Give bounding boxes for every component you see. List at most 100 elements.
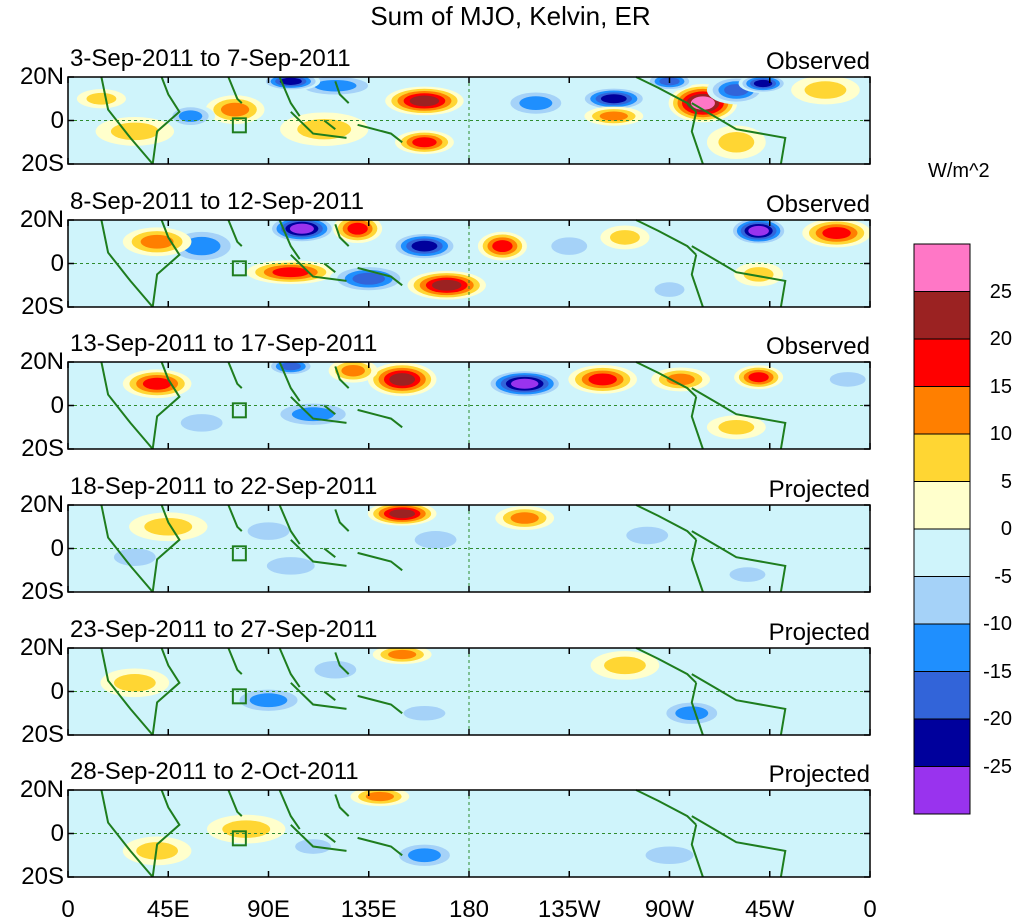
coastline: [691, 530, 787, 593]
coastline: [278, 789, 301, 830]
anomaly-contour: [341, 364, 365, 377]
anomaly-contour: [829, 372, 866, 387]
coastline: [690, 254, 704, 308]
x-tick-label: 45W: [745, 896, 795, 923]
coastline: [690, 111, 704, 165]
anomaly-contour: [297, 118, 352, 140]
anomaly-contour: [492, 240, 513, 253]
y-tick-label: 20N: [19, 348, 64, 375]
anomaly-contour: [266, 557, 315, 575]
anomaly-contour: [510, 378, 539, 389]
y-tick-label: 20S: [21, 578, 64, 605]
coastline: [635, 219, 697, 256]
colorbar-level-text: -10: [983, 613, 1012, 635]
y-tick-label: 20S: [21, 721, 64, 748]
region-box-marker: [231, 117, 247, 134]
coastline: [635, 789, 697, 826]
coastline: [323, 119, 336, 130]
coastline: [635, 647, 697, 684]
coastline: [227, 76, 243, 104]
coastline: [691, 673, 787, 736]
y-tick-label: 20S: [21, 150, 64, 177]
x-tick-label: 135E: [340, 896, 397, 923]
anomaly-contour: [414, 531, 457, 549]
x-tick-label: 90E: [247, 896, 290, 923]
colorbar-swatch: [913, 528, 971, 577]
y-tick-label: 0: [50, 106, 64, 134]
colorbar-swatch: [913, 386, 971, 435]
anomaly-contour: [110, 122, 159, 141]
panel-3-period-label: 13-Sep-2011 to 17-Sep-2011: [70, 330, 378, 357]
panel-2-period-label: 8-Sep-2011 to 12-Sep-2011: [70, 188, 364, 215]
panel-4-status-label: Projected: [768, 476, 870, 503]
coastline: [100, 219, 154, 308]
colorbar-swatch: [913, 481, 971, 530]
panel-2-status-label: Observed: [765, 191, 870, 218]
anomaly-contour: [431, 279, 462, 291]
coastline: [290, 111, 347, 139]
coastline: [635, 361, 697, 398]
panel-3-field: [68, 362, 870, 449]
colorbar-swatch: [913, 291, 971, 340]
coastline: [691, 102, 787, 165]
colorbar-level-text: 25: [989, 280, 1012, 303]
panel-6-status-label: Projected: [768, 761, 870, 788]
anomaly-contour: [519, 96, 553, 110]
anomaly-contour: [347, 222, 368, 235]
panel-4-period-label: 18-Sep-2011 to 22-Sep-2011: [70, 473, 378, 500]
colorbar-level-text: 15: [989, 375, 1012, 398]
anomaly-contour: [140, 234, 174, 249]
coastline: [151, 76, 181, 165]
coastline: [290, 682, 347, 710]
panel-1-status-label: Observed: [765, 48, 870, 75]
anomaly-contour: [113, 548, 156, 566]
coastline: [227, 219, 243, 247]
anomaly-contour: [314, 660, 357, 679]
coastline: [278, 76, 301, 117]
coastline: [691, 245, 787, 308]
coastline: [227, 504, 243, 532]
coastline: [635, 504, 697, 541]
coastline: [151, 789, 181, 878]
coastline: [357, 551, 403, 572]
coastline: [334, 223, 350, 247]
anomaly-contour: [690, 96, 715, 110]
region-box-marker: [231, 688, 247, 705]
x-tick-label: 180: [448, 896, 490, 923]
anomaly-contour: [588, 373, 617, 386]
colorbar-swatch: [913, 623, 971, 672]
anomaly-contour: [291, 407, 335, 422]
coastline: [290, 539, 347, 567]
colorbar-swatch: [913, 338, 971, 387]
anomaly-contour: [551, 237, 588, 255]
anomaly-contour: [352, 272, 386, 285]
anomaly-contour: [403, 705, 446, 721]
anomaly-contour: [604, 656, 646, 675]
x-tick-label: 0: [61, 896, 75, 923]
coastline: [278, 647, 301, 688]
coastline: [323, 404, 336, 415]
anomaly-contour: [748, 372, 769, 383]
anomaly-contour: [748, 225, 769, 236]
anomaly-contour: [609, 230, 640, 245]
region-box-marker: [231, 830, 247, 847]
y-tick-label: 20S: [21, 435, 64, 462]
anomaly-contour: [645, 846, 694, 865]
coastline: [690, 539, 704, 593]
coastline: [323, 262, 336, 273]
anomaly-contour: [510, 512, 539, 524]
colorbar-swatch: [913, 243, 971, 292]
coastline: [334, 509, 350, 532]
y-tick-label: 20N: [19, 634, 64, 661]
coastline: [357, 694, 403, 715]
coastline: [357, 266, 403, 287]
anomaly-contour: [389, 509, 416, 519]
anomaly-contour: [822, 227, 851, 240]
anomaly-contour: [804, 81, 847, 99]
colorbar-swatch: [913, 671, 971, 720]
anomaly-contour: [113, 674, 156, 692]
anomaly-contour: [249, 693, 288, 708]
anomaly-contour: [247, 522, 290, 540]
colorbar-swatch: [913, 433, 971, 482]
anomaly-contour: [182, 236, 221, 256]
